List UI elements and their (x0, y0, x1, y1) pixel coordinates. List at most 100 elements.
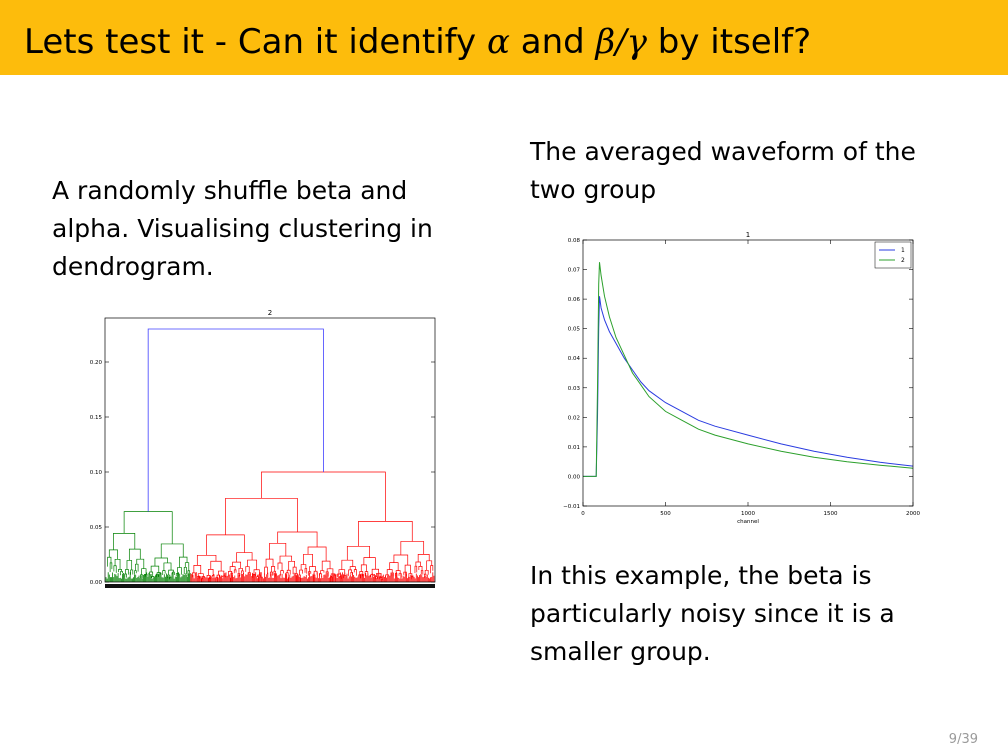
dendrogram-link (245, 566, 250, 573)
dendrogram-link (261, 471, 386, 522)
dendrogram-link (236, 552, 253, 563)
dendrogram-link (430, 565, 434, 574)
dendrogram-link (358, 521, 413, 547)
dendrogram-link (271, 566, 276, 573)
waveform-xtick-label: 1500 (824, 511, 838, 517)
dendrogram-link (300, 564, 307, 571)
dendrogram-link (241, 570, 244, 574)
dendrogram-link (264, 566, 268, 575)
dendrogram-figure: 2 0.00 0.05 0.10 0.15 0.20 (86, 306, 440, 596)
dendrogram-link (210, 560, 222, 572)
waveform-xtick-label: 2000 (906, 511, 920, 517)
waveform-series-2-line (583, 262, 914, 477)
dendrogram-link (426, 560, 433, 571)
dendrogram-link (233, 569, 237, 574)
dendrogram-link (424, 573, 427, 578)
dendrogram-link (172, 571, 175, 575)
dendrogram-link (196, 554, 217, 566)
dendrogram-link (184, 562, 190, 571)
waveform-series-1-line (583, 296, 914, 477)
waveform-ytick-label: 0.05 (568, 327, 581, 333)
title-prefix: Lets test it - Can it identify (24, 22, 477, 62)
waveform-ytick-label: 0.06 (568, 297, 581, 303)
dendrogram-link (321, 560, 331, 571)
dendrogram-link (183, 566, 187, 575)
dendrogram-link (400, 541, 425, 556)
dendrogram-link (114, 558, 121, 570)
dendrogram-link (247, 559, 258, 570)
dendrogram-title: 2 (268, 309, 272, 317)
dendrogram-link (141, 568, 147, 575)
dendrogram-link (304, 568, 308, 574)
dendrogram-link (313, 570, 318, 575)
dendrogram-link (232, 561, 242, 569)
dendrogram-link (228, 571, 233, 577)
dendrogram-link (109, 562, 113, 573)
dendrogram-link (225, 497, 298, 535)
dendrogram-ytick-label: 0.00 (90, 580, 103, 586)
waveform-ytick-label: 0.01 (568, 445, 580, 451)
page-number: 9/39 (948, 732, 978, 747)
dendrogram-link (418, 566, 423, 571)
waveform-caption: The averaged waveform of the two group (530, 137, 916, 204)
waveform-xlabel: channel (737, 519, 759, 525)
waveform-ytick-label: 0.02 (568, 415, 580, 421)
dendrogram-link (346, 545, 370, 561)
dendrogram-link (154, 557, 168, 567)
dendrogram-root-link (147, 328, 324, 512)
dendrogram-link (353, 569, 357, 576)
dendrogram-link (113, 533, 136, 550)
dendrogram-link (197, 573, 204, 577)
dendrogram-link (338, 569, 346, 576)
dendrogram-link (150, 565, 160, 573)
dendrogram-link (360, 564, 367, 572)
dendrogram-link (320, 570, 325, 574)
title-bar: Lets test it - Can it identify α and β/γ… (0, 0, 1008, 75)
dendrogram-link (420, 570, 424, 575)
dendrogram-link (326, 568, 334, 574)
waveform-legend-box (874, 241, 912, 269)
dendrogram-link (277, 562, 283, 571)
waveform-ytick-label: 0.07 (568, 268, 581, 274)
dendrogram-link (393, 554, 409, 566)
dendrogram-link (277, 531, 318, 548)
dendrogram-ytick-label: 0.20 (90, 360, 103, 366)
title-suffix: by itself? (657, 22, 812, 62)
dendrogram-link (307, 571, 312, 576)
dendrogram-ytick-label: 0.10 (90, 470, 103, 476)
dendrogram-link (120, 571, 123, 576)
dendrogram-link (125, 569, 129, 575)
waveform-ytick-label: 0.08 (568, 238, 581, 244)
waveform-chart: 1 −0.01 0.00 0.01 0.02 0.03 0.04 0.05 0.06 0.07 0.… (563, 231, 920, 525)
dendrogram-link (130, 569, 134, 575)
waveform-legend-label-1: 1 (901, 247, 905, 254)
dendrogram-link (187, 570, 191, 577)
dendrogram-chart: 2 0.00 0.05 0.10 0.15 0.20 (90, 309, 436, 588)
dendrogram-link (163, 562, 172, 571)
dendrogram-link (415, 561, 421, 567)
dendrogram-link (414, 565, 418, 574)
dendrogram-link (286, 569, 291, 575)
dendrogram-link (265, 558, 274, 568)
dendrogram-link (348, 569, 353, 576)
waveform-xtick-label: 0 (581, 511, 585, 517)
waveform-ytick-label: 0.03 (568, 386, 581, 392)
dendrogram-link (208, 569, 214, 576)
dendrogram-link (385, 574, 390, 578)
dendrogram-link (303, 553, 313, 567)
waveform-frame (582, 239, 914, 507)
waveform-ytick-label: −0.01 (563, 504, 580, 510)
dendrogram-link (134, 570, 137, 575)
dendrogram-link (193, 565, 202, 574)
dendrogram-link (404, 564, 411, 574)
dendrogram-link (359, 571, 364, 577)
waveform-xtick-label: 500 (660, 511, 671, 517)
dendrogram-link (269, 542, 287, 560)
dendrogram-ytick-label: 0.05 (90, 525, 103, 531)
left-description: A randomly shuffle beta and alpha. Visua… (52, 176, 433, 281)
waveform-xtick-label: 1000 (741, 511, 755, 517)
dendrogram-link (107, 556, 112, 567)
title-beta-gamma: β/γ (595, 22, 647, 62)
dendrogram-link (341, 559, 354, 570)
dendrogram-link (299, 569, 304, 576)
